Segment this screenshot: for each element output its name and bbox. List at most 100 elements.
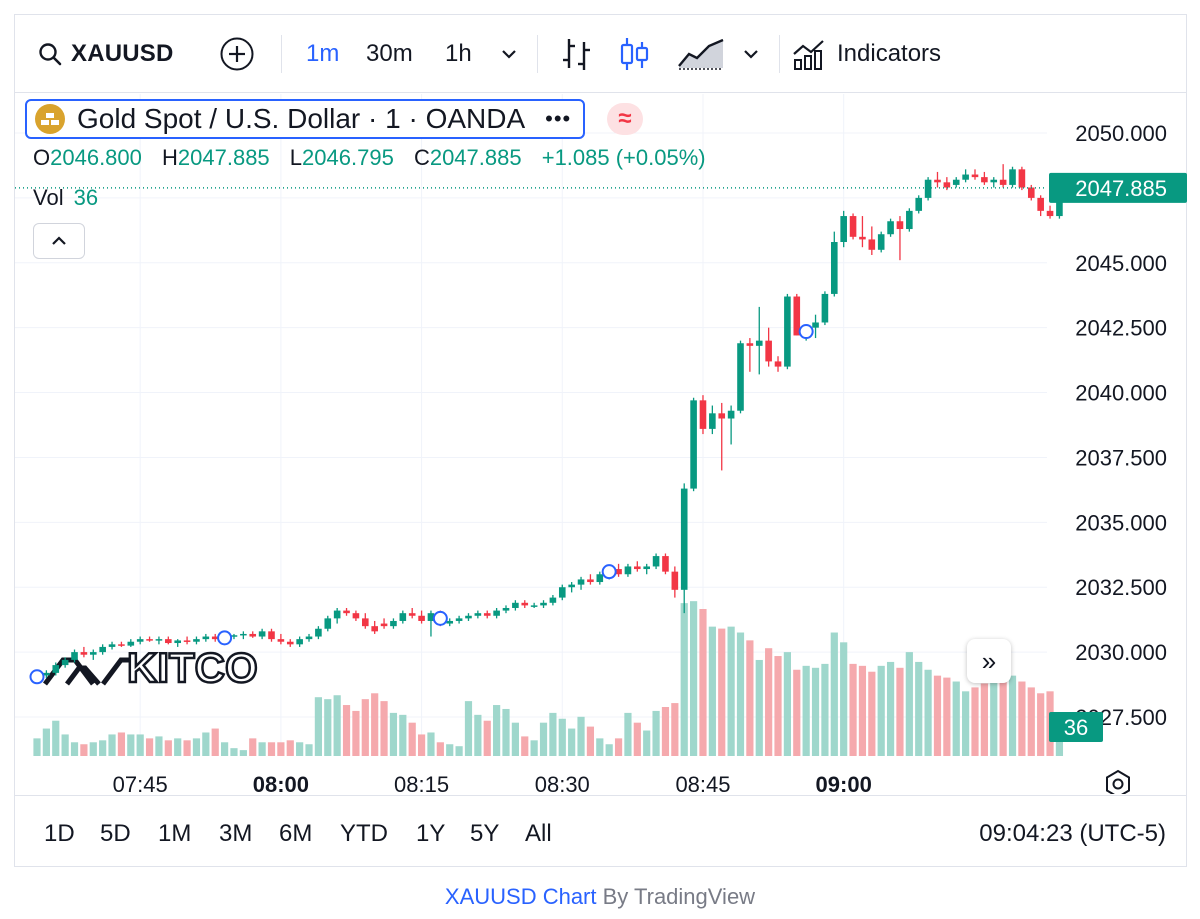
candle-body xyxy=(427,613,435,621)
candle-body xyxy=(549,597,557,603)
candle-body xyxy=(512,602,519,608)
candle-body xyxy=(240,633,247,636)
symbol-search-button[interactable]: XAUUSD xyxy=(37,35,174,73)
candles-style-button[interactable] xyxy=(618,35,650,73)
range-all[interactable]: All xyxy=(525,820,552,847)
volume-label: Vol xyxy=(33,185,64,210)
candle-body xyxy=(540,602,547,606)
toolbar-divider xyxy=(537,35,538,73)
candle-body xyxy=(52,665,60,673)
candle-body xyxy=(71,652,78,660)
volume-bar xyxy=(821,663,829,756)
chart-canvas[interactable]: KITCO 2050.000 2045.000 2042.500 2040.000 203… xyxy=(15,94,1188,794)
ohlc-bars-icon xyxy=(563,39,590,70)
candle-body xyxy=(699,400,707,429)
candle-body xyxy=(174,640,181,644)
volume-bar xyxy=(399,714,407,756)
volume-bar xyxy=(127,734,135,756)
volume-bar xyxy=(42,728,50,756)
volume-bar xyxy=(586,726,595,756)
candle-body xyxy=(680,488,688,590)
candle-body xyxy=(521,602,529,606)
bar-chart-style-button[interactable] xyxy=(559,35,593,73)
candle-body xyxy=(1027,187,1035,198)
candle-body xyxy=(577,579,585,585)
volume-bar xyxy=(305,744,313,756)
candle-body xyxy=(896,221,904,230)
open-value: 2046.800 xyxy=(50,145,142,170)
interval-menu-button[interactable] xyxy=(499,35,519,73)
candle-body xyxy=(906,210,913,230)
time-axis-label: 07:45 xyxy=(113,772,168,794)
candle-body xyxy=(193,639,200,642)
interval-1m[interactable]: 1m xyxy=(306,40,340,67)
range-1d[interactable]: 1D xyxy=(44,820,75,847)
volume-bar xyxy=(690,601,698,756)
indicators-button[interactable]: Indicators xyxy=(791,35,941,73)
chevron-up-icon xyxy=(52,236,66,245)
volume-bar xyxy=(539,722,548,756)
last-price-label: 2047.885 xyxy=(1075,176,1167,201)
price-axis-label: 2035.000 xyxy=(1075,510,1167,535)
chart-style-menu-button[interactable] xyxy=(741,35,761,73)
time-axis-label: 09:00 xyxy=(816,772,872,794)
price-axis-label: 2032.500 xyxy=(1075,575,1167,600)
volume-bar xyxy=(840,642,848,756)
volume-bar xyxy=(230,748,238,756)
candle-body xyxy=(831,242,838,294)
time-axis-label: 08:00 xyxy=(253,772,309,794)
legend-title-text: Gold Spot / U.S. Dollar · 1 · OANDA xyxy=(77,103,526,134)
candle-body xyxy=(277,639,285,642)
price-axis-label: 2042.500 xyxy=(1075,316,1167,341)
range-ytd[interactable]: YTD xyxy=(340,820,388,847)
volume-bar xyxy=(877,665,885,756)
indicators-icon xyxy=(793,40,824,70)
candle-body xyxy=(1009,169,1016,185)
compare-symbol-button[interactable] xyxy=(219,35,255,73)
candle-body xyxy=(1037,197,1044,211)
volume-bar xyxy=(558,718,566,756)
volume-bar xyxy=(718,628,726,756)
session-clock[interactable]: 09:04:23 (UTC-5) xyxy=(979,820,1166,847)
approx-icon[interactable]: ≈ xyxy=(607,103,643,135)
interval-30m[interactable]: 30m xyxy=(366,40,413,67)
more-options-icon[interactable]: ••• xyxy=(545,106,572,131)
volume-bar xyxy=(661,707,670,756)
candle-body xyxy=(774,361,782,367)
range-1m[interactable]: 1M xyxy=(158,820,192,847)
range-3m[interactable]: 3M xyxy=(219,820,253,847)
candle-body xyxy=(1018,169,1026,188)
volume-bar xyxy=(521,736,529,756)
candle-body xyxy=(887,221,894,235)
volume-bar xyxy=(427,732,435,756)
volume-bar xyxy=(633,722,641,756)
candle-body xyxy=(362,618,369,627)
candle-body xyxy=(502,607,510,611)
symbol-legend[interactable]: Gold Spot / U.S. Dollar · 1 · OANDA ••• xyxy=(25,99,586,139)
time-axis-label: 08:30 xyxy=(535,772,590,794)
candle-body xyxy=(746,343,754,346)
candle-body xyxy=(455,618,463,621)
candle-body xyxy=(89,652,97,655)
range-1y[interactable]: 1Y xyxy=(416,820,446,847)
candle-body xyxy=(671,571,679,590)
toolbar-divider xyxy=(281,35,282,73)
settings-icon[interactable] xyxy=(1106,769,1130,794)
area-style-button[interactable] xyxy=(677,35,725,73)
volume-bar xyxy=(108,734,116,756)
attribution-link[interactable]: XAUUSD Chart xyxy=(444,884,597,909)
range-5d[interactable]: 5D xyxy=(100,820,131,847)
interval-1h[interactable]: 1h xyxy=(445,40,472,67)
candle-body xyxy=(333,610,341,619)
range-5y[interactable]: 5Y xyxy=(470,820,500,847)
candle-body xyxy=(971,174,979,178)
event-marker xyxy=(601,564,617,580)
scroll-to-realtime-button[interactable]: » xyxy=(967,639,1011,683)
collapse-legend-button[interactable] xyxy=(33,223,85,259)
low-value: 2046.795 xyxy=(302,145,394,170)
volume-bar xyxy=(389,712,398,756)
event-marker xyxy=(432,610,448,626)
plus-circle-icon xyxy=(220,37,254,71)
range-6m[interactable]: 6M xyxy=(279,820,313,847)
volume-bar xyxy=(549,712,557,756)
